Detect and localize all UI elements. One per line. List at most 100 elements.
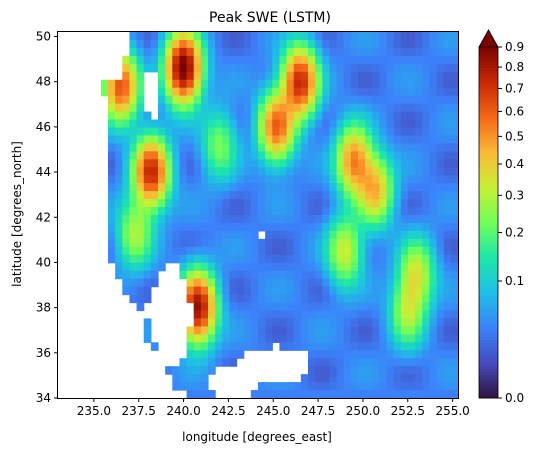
heatmap-cell: [408, 222, 416, 232]
heatmap-cell: [358, 342, 366, 351]
heatmap-cell: [200, 191, 209, 200]
heatmap-cell: [272, 159, 281, 168]
heatmap-cell: [243, 151, 252, 160]
heatmap-cell: [436, 79, 445, 89]
colorbar-segment: [479, 392, 498, 396]
heatmap-cell: [415, 294, 423, 304]
heatmap-cell: [136, 79, 145, 89]
heatmap-cell: [143, 47, 152, 57]
heatmap-cell: [365, 79, 373, 89]
heatmap-cell: [308, 143, 316, 152]
heatmap-cell: [193, 326, 202, 335]
heatmap-cell: [386, 95, 395, 105]
heatmap-cell: [365, 310, 373, 320]
heatmap-cell: [122, 175, 131, 184]
heatmap-cell: [429, 310, 438, 320]
heatmap-cell: [279, 47, 288, 57]
heatmap-cell: [315, 111, 323, 121]
heatmap-cell: [243, 111, 252, 121]
heatmap-cell: [165, 159, 173, 168]
heatmap-cell: [108, 111, 116, 121]
heatmap-cell: [400, 230, 409, 240]
heatmap-cell: [429, 47, 438, 57]
heatmap-cell: [193, 310, 202, 320]
colorbar-segment: [479, 260, 498, 264]
heatmap-cell: [315, 167, 323, 176]
heatmap-cell: [436, 215, 445, 224]
heatmap-cell: [365, 63, 373, 73]
heatmap-cell: [315, 71, 323, 81]
heatmap-cell: [308, 286, 316, 296]
heatmap-cell: [450, 270, 459, 280]
heatmap-cell: [336, 119, 345, 129]
heatmap-cell: [200, 302, 209, 312]
heatmap-cell: [129, 103, 138, 113]
heatmap-cell: [193, 238, 202, 248]
heatmap-cell: [215, 103, 223, 113]
heatmap-cell: [443, 215, 452, 224]
heatmap-cell: [136, 103, 145, 113]
heatmap-cell: [129, 207, 138, 216]
heatmap-cell: [172, 135, 181, 144]
heatmap-cell: [308, 222, 316, 232]
heatmap-cell: [350, 119, 359, 129]
heatmap-cell: [422, 334, 431, 343]
heatmap-cell: [393, 270, 402, 280]
heatmap-cell: [408, 175, 416, 184]
heatmap-cell: [222, 207, 231, 216]
heatmap-cell: [172, 71, 181, 81]
heatmap-cell: [293, 183, 302, 192]
heatmap-cell: [129, 32, 138, 41]
heatmap-cell: [308, 358, 316, 367]
heatmap-cell: [450, 302, 459, 312]
heatmap-cell: [429, 32, 438, 41]
heatmap-cell: [129, 159, 138, 168]
heatmap-cell: [236, 286, 245, 296]
heatmap-cell: [293, 167, 302, 176]
heatmap-cell: [393, 159, 402, 168]
heatmap-cell: [322, 238, 331, 248]
colorbar-segment: [479, 377, 498, 381]
heatmap-cell: [286, 199, 295, 208]
heatmap-cell: [350, 254, 359, 264]
heatmap-cell: [122, 127, 131, 137]
heatmap-cell: [293, 199, 302, 208]
heatmap-cell: [286, 79, 295, 89]
heatmap-cell: [286, 334, 295, 343]
heatmap-cell: [200, 32, 209, 41]
heatmap-cell: [172, 47, 181, 57]
heatmap-cell: [236, 159, 245, 168]
heatmap-cell: [215, 39, 223, 49]
heatmap-cell: [229, 79, 238, 89]
heatmap-cell: [386, 111, 395, 121]
heatmap-cell: [408, 111, 416, 121]
heatmap-cell: [122, 151, 131, 160]
heatmap-cell: [293, 151, 302, 160]
heatmap-cell: [172, 167, 181, 176]
heatmap-cell: [158, 111, 166, 121]
heatmap-cell: [422, 366, 431, 375]
heatmap-cell: [129, 87, 138, 97]
heatmap-cell: [243, 207, 252, 216]
heatmap-cell: [208, 87, 216, 97]
heatmap-cell: [450, 119, 459, 129]
heatmap-cell: [329, 270, 338, 280]
colorbar-tick-label: 0.5: [505, 129, 524, 143]
heatmap-cell: [122, 95, 131, 105]
heatmap-cell: [158, 175, 166, 184]
heatmap-cell: [400, 39, 409, 49]
heatmap-cell: [372, 79, 381, 89]
heatmap-cell: [236, 246, 245, 256]
heatmap-cell: [215, 262, 223, 272]
heatmap-cell: [436, 119, 445, 129]
heatmap-cell: [279, 215, 288, 224]
heatmap-cell: [258, 254, 266, 264]
heatmap-cell: [143, 135, 152, 144]
heatmap-cell: [143, 151, 152, 160]
heatmap-cell: [250, 63, 259, 73]
heatmap-cell: [272, 151, 281, 160]
heatmap-cell: [122, 55, 131, 65]
heatmap-cell: [365, 143, 373, 152]
heatmap-cell: [179, 32, 188, 41]
heatmap-cell: [222, 159, 231, 168]
